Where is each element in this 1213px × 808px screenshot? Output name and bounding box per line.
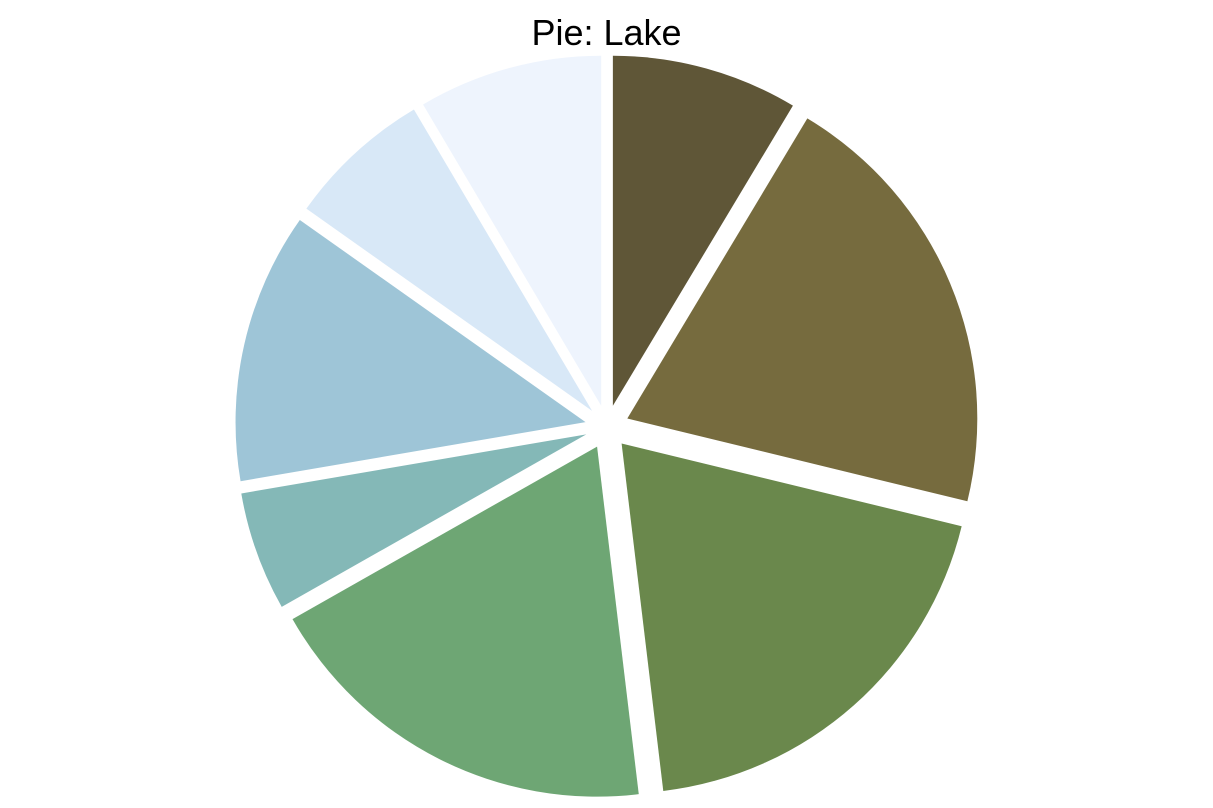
pie-slice-5 bbox=[241, 434, 587, 607]
pie-slice-2 bbox=[627, 118, 978, 502]
pie-slice-4 bbox=[292, 446, 639, 797]
pie-slices bbox=[235, 55, 978, 797]
pie-slice-7 bbox=[306, 109, 593, 411]
pie-slice-3 bbox=[621, 443, 962, 791]
pie-slice-6 bbox=[235, 219, 586, 482]
chart-title: Pie: Lake bbox=[531, 12, 682, 53]
pie-slice-8 bbox=[423, 55, 602, 406]
pie-slice-1 bbox=[612, 55, 793, 406]
